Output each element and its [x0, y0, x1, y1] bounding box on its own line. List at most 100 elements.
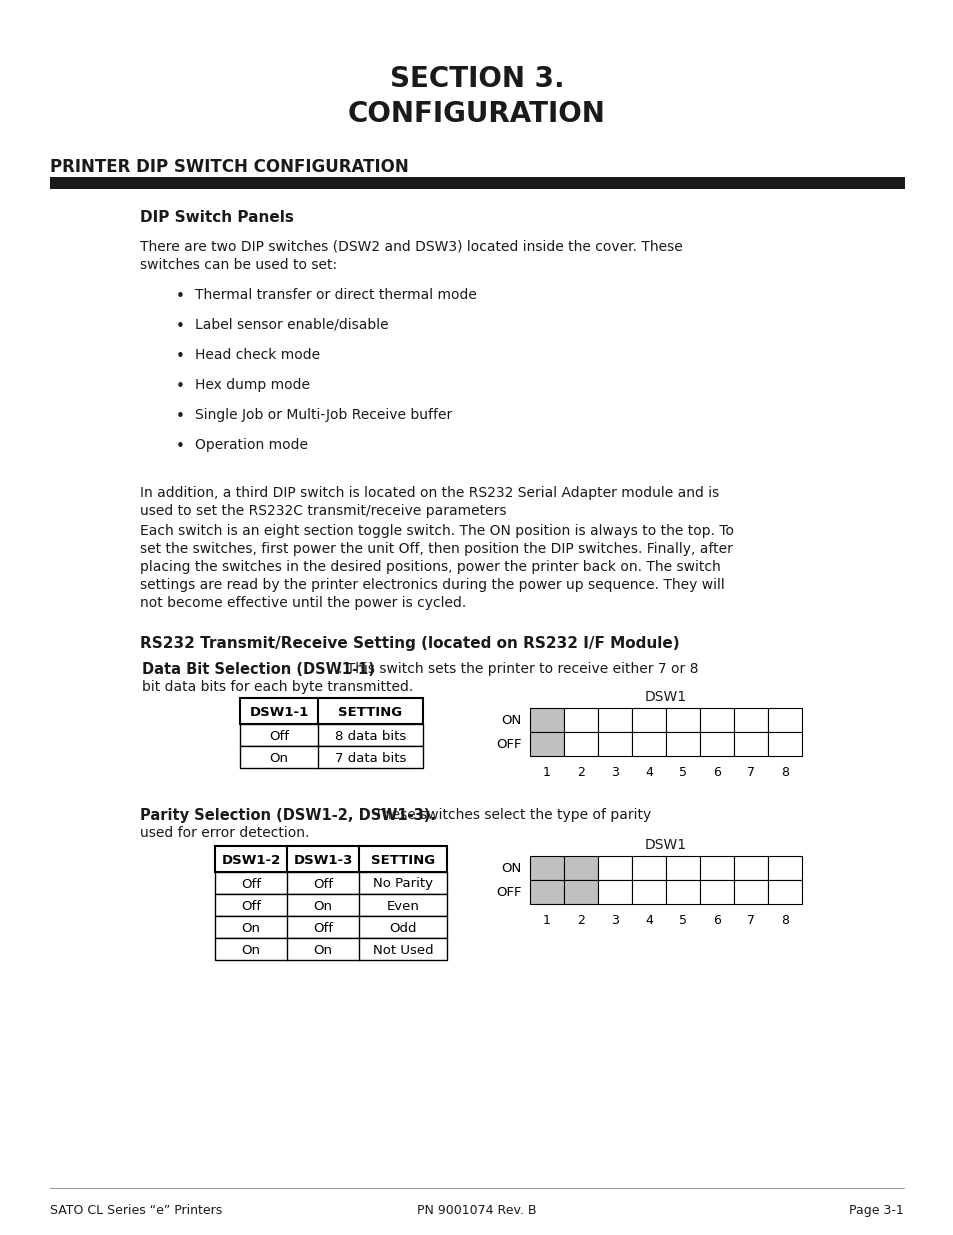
Text: •: • [175, 409, 184, 424]
Text: Off: Off [269, 730, 289, 742]
Text: 6: 6 [712, 766, 720, 779]
Bar [733, 856, 767, 881]
Text: PRINTER DIP SWITCH CONFIGURATION: PRINTER DIP SWITCH CONFIGURATION [50, 158, 408, 177]
Bar [530, 856, 563, 881]
Text: 3: 3 [611, 914, 618, 927]
Text: DSW1: DSW1 [644, 690, 686, 704]
Text: Head check mode: Head check mode [194, 348, 320, 362]
Text: In addition, a third DIP switch is located on the RS232 Serial Adapter module an: In addition, a third DIP switch is locat… [140, 487, 719, 500]
Bar [214, 846, 447, 872]
Bar [631, 732, 665, 756]
Text: 7: 7 [746, 766, 754, 779]
Text: set the switches, first power the unit Off, then position the DIP switches. Fina: set the switches, first power the unit O… [140, 542, 732, 556]
Text: On: On [314, 899, 333, 913]
Bar [665, 732, 700, 756]
Bar [700, 881, 733, 904]
Text: CONFIGURATION: CONFIGURATION [348, 100, 605, 128]
Text: 7 data bits: 7 data bits [335, 752, 406, 764]
Text: 8: 8 [781, 766, 788, 779]
Bar [767, 856, 801, 881]
Text: SATO CL Series “e” Printers: SATO CL Series “e” Printers [50, 1204, 222, 1216]
Bar [50, 177, 904, 189]
Text: Each switch is an eight section toggle switch. The ON position is always to the : Each switch is an eight section toggle s… [140, 524, 733, 538]
Text: 4: 4 [644, 914, 652, 927]
Text: •: • [175, 438, 184, 454]
Text: Data Bit Selection (DSW1-1): Data Bit Selection (DSW1-1) [142, 662, 375, 677]
Text: SETTING: SETTING [338, 706, 402, 720]
Text: DSW1-2: DSW1-2 [221, 855, 280, 867]
Text: OFF: OFF [496, 737, 521, 751]
Text: 4: 4 [644, 766, 652, 779]
Text: 7: 7 [746, 914, 754, 927]
Text: There are two DIP switches (DSW2 and DSW3) located inside the cover. These: There are two DIP switches (DSW2 and DSW… [140, 240, 682, 254]
Bar [530, 881, 563, 904]
Bar [733, 732, 767, 756]
Bar [530, 732, 563, 756]
Text: ON: ON [501, 862, 521, 874]
Text: switches can be used to set:: switches can be used to set: [140, 258, 336, 272]
Bar [733, 881, 767, 904]
Bar [598, 881, 631, 904]
Bar [700, 732, 733, 756]
Text: Not Used: Not Used [373, 944, 433, 956]
Text: 1: 1 [542, 766, 551, 779]
Text: DSW1: DSW1 [644, 839, 686, 852]
Bar [700, 708, 733, 732]
Text: No Parity: No Parity [373, 878, 433, 890]
Text: DIP Switch Panels: DIP Switch Panels [140, 210, 294, 225]
Text: Off: Off [313, 878, 333, 890]
Bar [631, 856, 665, 881]
Text: •: • [175, 319, 184, 333]
Text: 1: 1 [542, 914, 551, 927]
Bar [767, 708, 801, 732]
Bar [733, 708, 767, 732]
Text: . This switch sets the printer to receive either 7 or 8: . This switch sets the printer to receiv… [337, 662, 698, 676]
Bar [767, 732, 801, 756]
Bar [530, 708, 563, 732]
Text: used to set the RS232C transmit/receive parameters: used to set the RS232C transmit/receive … [140, 504, 506, 517]
Bar [598, 708, 631, 732]
Text: Page 3-1: Page 3-1 [848, 1204, 903, 1216]
Bar [598, 732, 631, 756]
Text: DSW1-3: DSW1-3 [293, 855, 353, 867]
Text: Label sensor enable/disable: Label sensor enable/disable [194, 317, 388, 332]
Text: On: On [241, 944, 260, 956]
Text: Off: Off [241, 899, 261, 913]
Bar [240, 698, 422, 724]
Text: 5: 5 [679, 766, 686, 779]
Text: PN 9001074 Rev. B: PN 9001074 Rev. B [416, 1204, 537, 1216]
Text: ON: ON [501, 714, 521, 726]
Text: Odd: Odd [389, 921, 416, 935]
Text: 5: 5 [679, 914, 686, 927]
Text: OFF: OFF [496, 885, 521, 899]
Text: used for error detection.: used for error detection. [140, 826, 309, 840]
Text: placing the switches in the desired positions, power the printer back on. The sw: placing the switches in the desired posi… [140, 559, 720, 574]
Text: Thermal transfer or direct thermal mode: Thermal transfer or direct thermal mode [194, 288, 476, 303]
Text: 6: 6 [712, 914, 720, 927]
Bar [631, 708, 665, 732]
Text: Off: Off [241, 878, 261, 890]
Bar [214, 916, 447, 939]
Text: RS232 Transmit/Receive Setting (located on RS232 I/F Module): RS232 Transmit/Receive Setting (located … [140, 636, 679, 651]
Text: Single Job or Multi-Job Receive buffer: Single Job or Multi-Job Receive buffer [194, 408, 452, 422]
Bar [563, 856, 598, 881]
Bar [700, 856, 733, 881]
Text: SECTION 3.: SECTION 3. [389, 65, 564, 93]
Bar [631, 881, 665, 904]
Bar [563, 708, 598, 732]
Text: Parity Selection (DSW1-2, DSW1-3).: Parity Selection (DSW1-2, DSW1-3). [140, 808, 436, 823]
Bar [214, 939, 447, 960]
Text: 3: 3 [611, 766, 618, 779]
Bar [214, 872, 447, 894]
Bar [240, 746, 422, 768]
Bar [665, 856, 700, 881]
Bar [665, 708, 700, 732]
Bar [598, 856, 631, 881]
Text: DSW1-1: DSW1-1 [249, 706, 309, 720]
Bar [214, 894, 447, 916]
Text: These switches select the type of parity: These switches select the type of parity [370, 808, 651, 823]
Text: Operation mode: Operation mode [194, 438, 308, 452]
Text: 2: 2 [577, 766, 584, 779]
Text: Even: Even [386, 899, 419, 913]
Text: 8 data bits: 8 data bits [335, 730, 406, 742]
